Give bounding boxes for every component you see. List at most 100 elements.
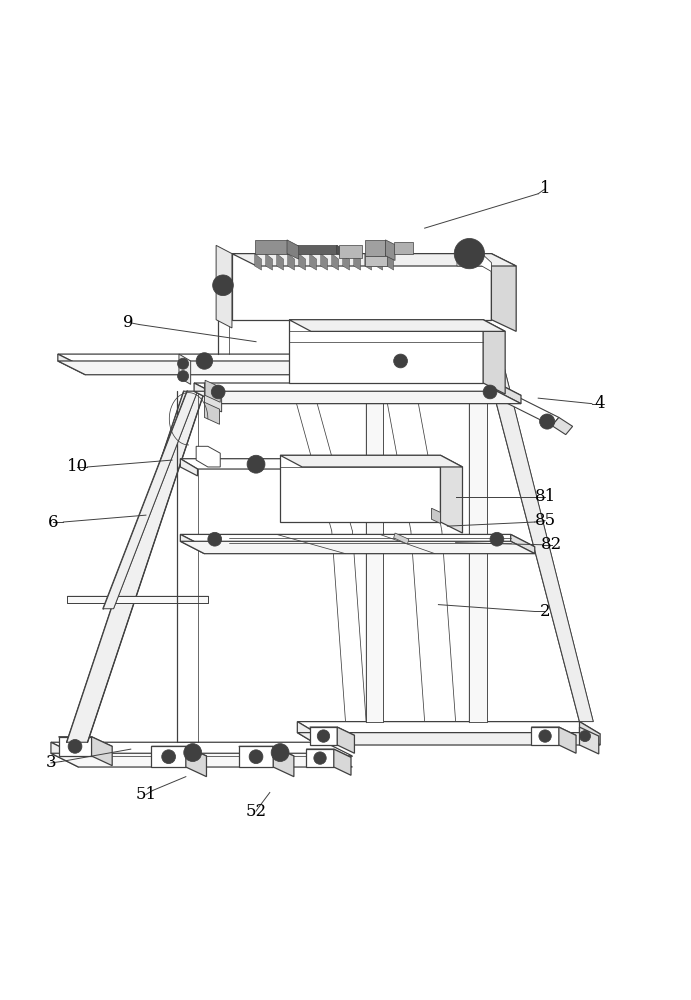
Polygon shape [310, 254, 316, 270]
Polygon shape [59, 737, 91, 756]
Polygon shape [67, 391, 205, 742]
Polygon shape [51, 742, 352, 756]
Text: 10: 10 [66, 458, 88, 475]
Circle shape [271, 744, 289, 762]
Polygon shape [310, 727, 354, 735]
Polygon shape [511, 534, 535, 554]
Polygon shape [497, 383, 521, 404]
Polygon shape [332, 254, 339, 270]
Polygon shape [366, 382, 384, 722]
Polygon shape [232, 254, 491, 320]
Circle shape [314, 752, 326, 764]
Polygon shape [289, 320, 505, 331]
Polygon shape [469, 355, 486, 722]
Circle shape [178, 358, 189, 369]
Circle shape [178, 371, 189, 382]
Polygon shape [394, 533, 409, 544]
Polygon shape [180, 534, 205, 554]
Text: 81: 81 [534, 488, 556, 505]
Polygon shape [51, 753, 352, 767]
Polygon shape [58, 354, 435, 368]
Circle shape [68, 740, 82, 753]
Circle shape [208, 532, 222, 546]
Polygon shape [232, 254, 516, 266]
Polygon shape [365, 256, 387, 266]
Text: 2: 2 [540, 603, 551, 620]
Polygon shape [354, 254, 361, 270]
Polygon shape [180, 541, 535, 554]
Polygon shape [216, 245, 232, 328]
Polygon shape [337, 727, 354, 753]
Polygon shape [205, 380, 220, 402]
Polygon shape [334, 749, 351, 775]
Polygon shape [339, 245, 362, 258]
Polygon shape [531, 727, 559, 745]
Circle shape [249, 750, 263, 764]
Polygon shape [483, 320, 505, 394]
Polygon shape [180, 459, 198, 476]
Polygon shape [321, 254, 328, 270]
Polygon shape [343, 254, 350, 270]
Circle shape [454, 238, 484, 269]
Polygon shape [196, 446, 220, 467]
Polygon shape [486, 366, 594, 722]
Circle shape [317, 730, 330, 742]
Polygon shape [337, 245, 347, 258]
Circle shape [247, 455, 265, 473]
Polygon shape [431, 508, 440, 523]
Polygon shape [408, 354, 435, 375]
Polygon shape [376, 254, 383, 270]
Polygon shape [299, 254, 305, 270]
Polygon shape [297, 722, 318, 745]
Polygon shape [386, 240, 395, 260]
Polygon shape [91, 737, 112, 766]
Circle shape [539, 730, 551, 742]
Polygon shape [297, 722, 600, 734]
Polygon shape [287, 245, 337, 254]
Polygon shape [51, 742, 79, 767]
Polygon shape [387, 254, 394, 270]
Polygon shape [491, 254, 516, 331]
Polygon shape [151, 746, 186, 767]
Polygon shape [497, 390, 559, 426]
Circle shape [394, 354, 408, 368]
Circle shape [211, 385, 225, 399]
Circle shape [490, 532, 504, 546]
Polygon shape [580, 722, 600, 745]
Polygon shape [559, 727, 576, 753]
Text: 85: 85 [535, 512, 556, 529]
Polygon shape [276, 254, 283, 270]
Polygon shape [552, 417, 573, 435]
Polygon shape [306, 749, 334, 767]
Polygon shape [273, 746, 294, 777]
Text: 1: 1 [540, 180, 551, 197]
Circle shape [580, 731, 591, 742]
Polygon shape [580, 727, 599, 754]
Text: 82: 82 [541, 536, 562, 553]
Polygon shape [289, 320, 483, 383]
Polygon shape [239, 746, 273, 767]
Polygon shape [394, 242, 413, 254]
Polygon shape [58, 354, 86, 375]
Polygon shape [186, 746, 207, 777]
Text: 51: 51 [135, 786, 156, 803]
Polygon shape [179, 354, 191, 384]
Polygon shape [180, 534, 535, 547]
Polygon shape [457, 254, 491, 272]
Circle shape [213, 275, 234, 296]
Polygon shape [531, 727, 576, 735]
Polygon shape [280, 455, 462, 467]
Circle shape [162, 750, 176, 764]
Polygon shape [280, 455, 440, 522]
Polygon shape [180, 459, 321, 469]
Polygon shape [310, 727, 337, 745]
Circle shape [540, 414, 555, 429]
Polygon shape [59, 737, 112, 746]
Polygon shape [239, 746, 294, 756]
Polygon shape [265, 254, 272, 270]
Polygon shape [304, 459, 321, 476]
Polygon shape [205, 402, 220, 424]
Polygon shape [151, 746, 207, 756]
Polygon shape [440, 455, 462, 533]
Circle shape [196, 353, 213, 369]
